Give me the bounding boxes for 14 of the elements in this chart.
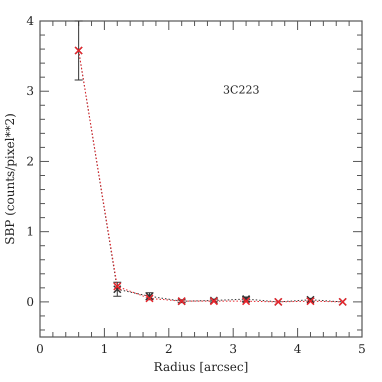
y-tick-label: 1 [26, 224, 34, 239]
x-tick-label: 1 [100, 342, 108, 356]
annotation: 3C223 [223, 84, 260, 97]
y-tick-label: 3 [26, 84, 34, 98]
y-tick-label: 4 [26, 14, 34, 28]
x-tick-label: 2 [164, 342, 173, 356]
y-tick-label: 0 [26, 294, 34, 309]
x-axis-title: Radius [arcsec] [154, 360, 248, 374]
y-tick-label: 2 [26, 154, 34, 168]
x-tick-label: 3 [229, 342, 238, 356]
x-tick-label: 0 [36, 342, 44, 356]
y-axis-title: SBP (counts/pixel**2) [3, 113, 17, 245]
x-tick-label: 5 [358, 342, 366, 356]
x-tick-label: 4 [294, 342, 302, 356]
